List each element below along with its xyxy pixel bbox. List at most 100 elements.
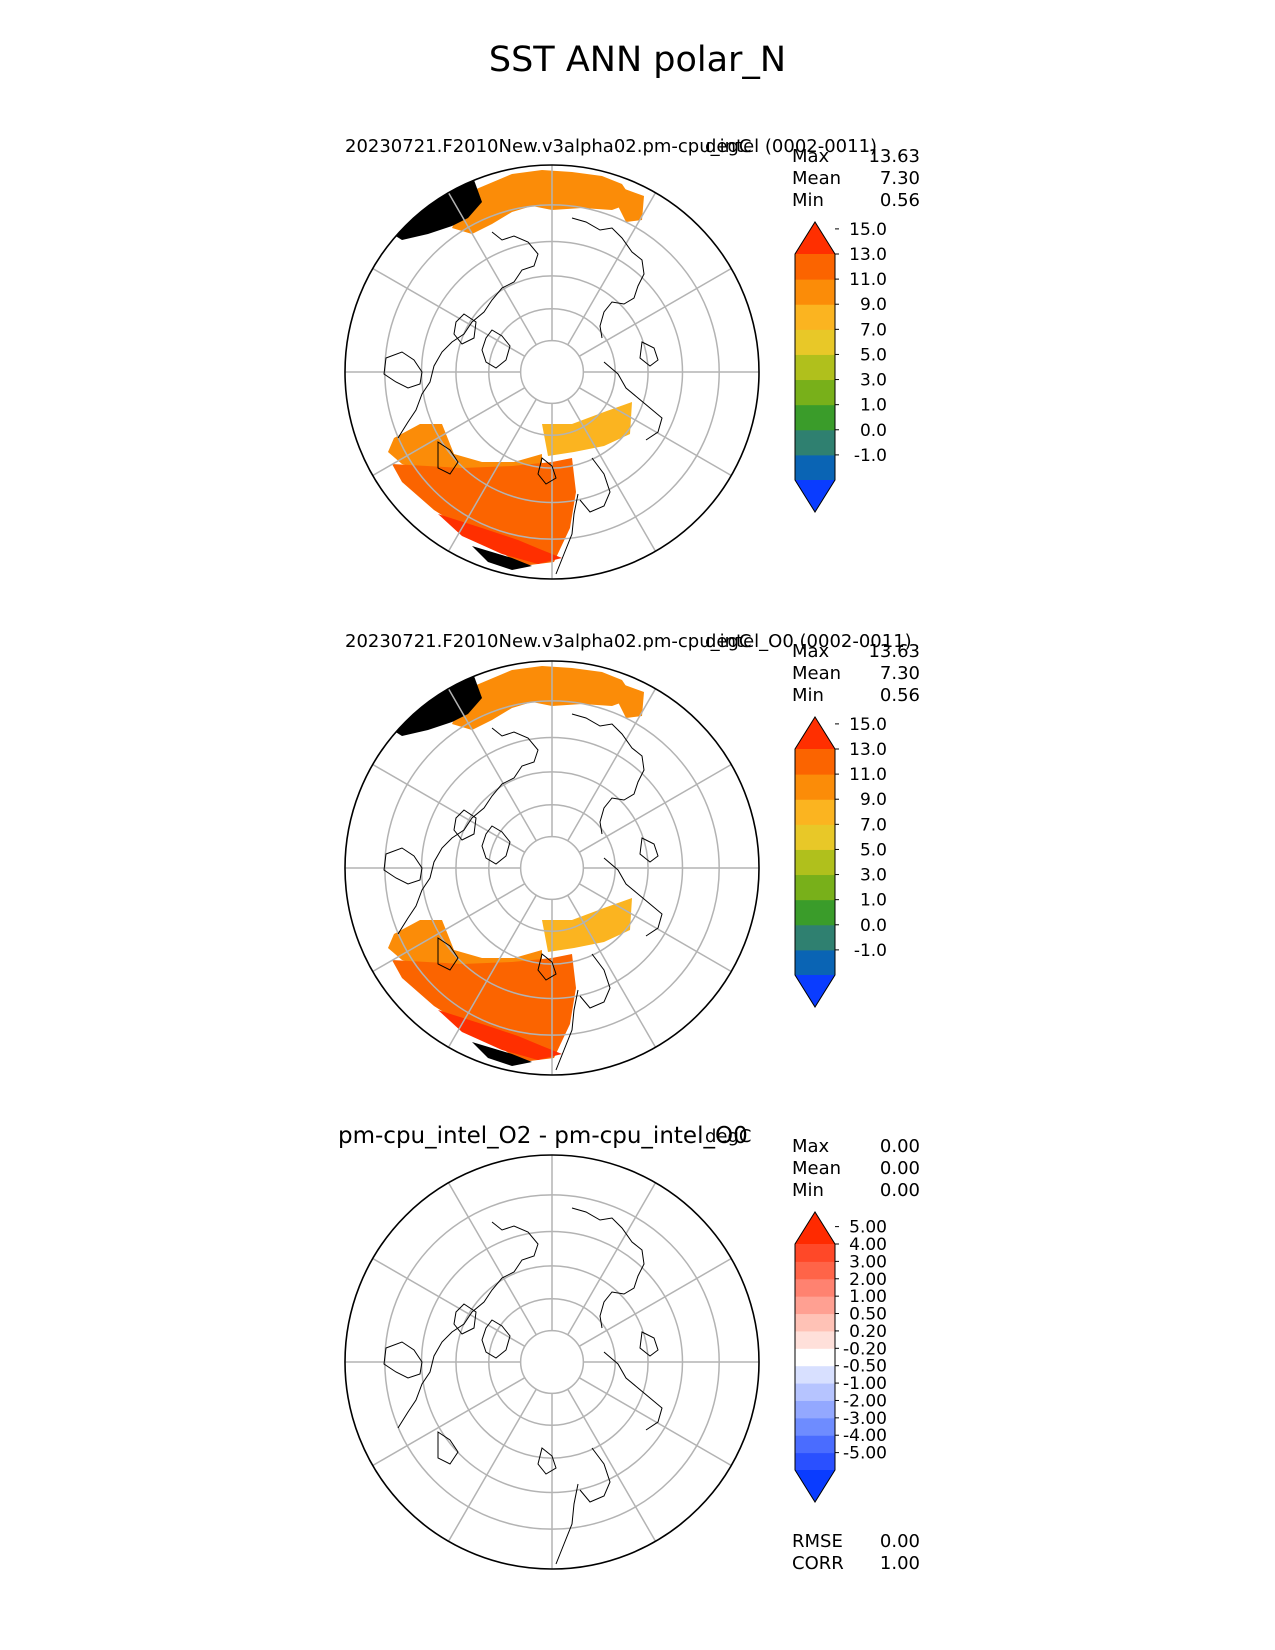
map-content [345, 1155, 759, 1569]
colorbar-tick-label: -4.00 [843, 1426, 887, 1446]
coastline [383, 1341, 423, 1379]
coastline [571, 217, 645, 339]
panel-1-colorbar: -1.0 0.0 1.0 3.0 5.0 7.0 9.0 11.0 13.0 15.0 [794, 220, 887, 513]
colorbar-segment [795, 799, 835, 825]
colorbar-outline [794, 221, 836, 513]
coastline [639, 837, 659, 863]
map-boundary [344, 660, 760, 1076]
coastline [555, 1483, 579, 1565]
panel-3-polar-map [344, 1154, 760, 1570]
colorbar-tick-label: 1.0 [860, 891, 887, 911]
meridian-line [567, 192, 657, 346]
panel-3-metric-corr: CORR 1.00 [792, 1553, 920, 1574]
colorbar-tick-label: 5.0 [860, 840, 887, 860]
colorbar-segment [795, 1435, 835, 1454]
colorbar-tick-label: -3.00 [843, 1409, 887, 1429]
coastline [555, 989, 579, 1071]
colorbar-segment [795, 279, 835, 305]
coastline [383, 847, 423, 885]
colorbar-segment [795, 1365, 835, 1384]
coastline [481, 329, 511, 369]
map-content [345, 165, 759, 579]
coastline [571, 713, 645, 835]
colorbar-segment [795, 1417, 835, 1436]
figure-title: SST ANN polar_N [488, 40, 787, 80]
meridian-line [578, 387, 732, 477]
colorbar-tick-label: -5.00 [843, 1444, 887, 1464]
map-background [345, 1155, 759, 1569]
colorbar-extend-max [795, 222, 835, 254]
map-content [345, 661, 759, 1075]
colorbar-extend-max [795, 717, 835, 749]
map-boundary [344, 164, 760, 580]
meridian-line [372, 763, 526, 853]
coastline [603, 1351, 663, 1431]
panel-3-stat-max: Max 0.00 [792, 1136, 920, 1157]
sst-field-region [386, 180, 482, 240]
colorbar-tick-label: -1.0 [854, 446, 887, 466]
panel-2-stat-max: Max 13.63 [792, 641, 920, 662]
colorbar-tick-label: 15.0 [849, 715, 887, 735]
colorbar-extend-min [795, 480, 835, 512]
sst-field-region [438, 514, 562, 564]
sst-field-region [472, 546, 532, 570]
coastline [437, 937, 459, 971]
sst-field-region [618, 684, 644, 718]
colorbar-tick-label: 13.0 [849, 740, 887, 760]
latitude-circle [519, 1329, 585, 1395]
meridian-line [372, 267, 526, 357]
panel-1-stat-max: Max 13.63 [792, 146, 920, 167]
panel-2-polar-map [344, 660, 760, 1076]
colorbar-tick-label: -1.00 [843, 1374, 887, 1394]
colorbar-segment [795, 454, 835, 481]
colorbar-segment [795, 254, 835, 280]
colorbar-extend-min [795, 975, 835, 1007]
meridian-line [567, 398, 657, 552]
meridian-line [447, 688, 537, 842]
colorbar-segment [795, 1278, 835, 1297]
sst-field-region [386, 676, 482, 736]
colorbar-segment [795, 1244, 835, 1262]
panel-2-title: 20230721.F2010New.v3alpha02.pm-cpu_intel… [345, 631, 912, 652]
panel-3-metric-rmse: RMSE 0.00 [792, 1531, 920, 1552]
panel-3-stat-min: Min 0.00 [792, 1180, 920, 1201]
meridian-line [578, 763, 732, 853]
panel-1-title: 20230721.F2010New.v3alpha02.pm-cpu_intel… [345, 136, 878, 157]
colorbar-segment [795, 1313, 835, 1332]
sst-field-region [542, 898, 632, 952]
panel-1-polar-map [344, 164, 760, 580]
sst-field-region [392, 954, 576, 1062]
colorbar-segment [795, 849, 835, 876]
colorbar-segment [795, 404, 835, 431]
colorbar-segment [795, 924, 835, 951]
colorbar-segment [795, 749, 835, 775]
coastline [481, 1319, 511, 1359]
colorbar-tick-label: -1.0 [854, 941, 887, 961]
panel-2-colorbar: -1.0 0.0 1.0 3.0 5.0 7.0 9.0 11.0 13.0 15.0 [794, 715, 887, 1008]
colorbar-tick-label: 5.00 [849, 1218, 887, 1238]
coastline [537, 953, 557, 981]
colorbar-segment [795, 1330, 835, 1349]
colorbar-tick-label: 0.0 [860, 421, 887, 441]
panel-3-title: pm-cpu_intel_O2 - pm-cpu_intel_O0 [338, 1123, 748, 1149]
colorbar-tick-label: -0.20 [843, 1339, 887, 1359]
colorbar-tick-label: 9.0 [860, 295, 887, 315]
meridian-line [447, 1388, 537, 1542]
sst-field-region [392, 458, 576, 566]
colorbar-segment [795, 1261, 835, 1280]
sst-field-region [452, 170, 634, 234]
coastline [453, 313, 477, 345]
colorbar-tick-label: 15.0 [849, 220, 887, 240]
coastline [537, 1447, 557, 1475]
colorbar-tick-label: -2.00 [843, 1391, 887, 1411]
map-boundary [344, 1154, 760, 1570]
meridian-line [567, 1182, 657, 1336]
panel-3-colorbar: -5.00-4.00-3.00-2.00-1.00-0.50-0.200.200… [794, 1211, 887, 1503]
coastline [555, 493, 579, 575]
coastline [437, 1431, 459, 1465]
colorbar-segment [795, 774, 835, 800]
meridian-line [447, 894, 537, 1048]
coastline [639, 341, 659, 367]
colorbar-tick-label: 3.0 [860, 371, 887, 391]
coastline [437, 441, 459, 475]
